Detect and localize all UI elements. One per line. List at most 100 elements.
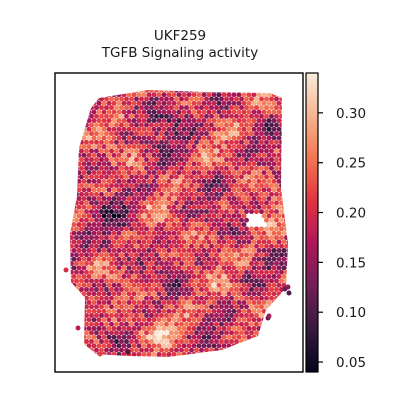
spot: [239, 148, 244, 154]
spot: [169, 356, 174, 357]
spot: [284, 209, 288, 215]
spot: [124, 113, 129, 119]
spot: [84, 304, 89, 310]
spot: [126, 343, 132, 349]
spot: [126, 109, 132, 115]
spot: [96, 204, 102, 210]
spot: [154, 278, 159, 284]
spot: [201, 135, 207, 141]
spot: [249, 157, 254, 163]
spot: [129, 217, 134, 223]
spot: [266, 291, 272, 297]
spot: [204, 261, 209, 266]
spot: [126, 317, 132, 323]
spot: [264, 339, 269, 344]
spot: [221, 230, 227, 236]
spot: [279, 90, 284, 93]
spot: [191, 230, 197, 236]
spot: [171, 178, 177, 184]
spot: [189, 261, 194, 266]
spot: [124, 304, 129, 310]
spot: [164, 304, 169, 310]
spot: [221, 343, 227, 349]
spot: [164, 339, 169, 344]
spot: [219, 339, 224, 344]
spot: [79, 243, 84, 249]
spot: [70, 161, 72, 167]
spot: [70, 287, 74, 292]
spot: [81, 135, 87, 141]
spot: [79, 356, 84, 357]
spot: [234, 183, 239, 189]
spot: [181, 291, 187, 297]
spot: [86, 109, 92, 115]
spot: [79, 191, 84, 197]
spot: [121, 92, 127, 98]
spot: [159, 330, 164, 336]
spot: [209, 174, 214, 180]
spot: [156, 135, 162, 141]
spot: [70, 226, 74, 232]
spot: [154, 217, 159, 223]
spot: [126, 170, 132, 176]
spot: [281, 239, 287, 245]
spot: [111, 109, 117, 115]
spot: [189, 113, 194, 119]
spot: [191, 196, 197, 202]
spot: [74, 96, 79, 102]
spot: [286, 187, 288, 193]
spot: [129, 243, 134, 249]
spot: [146, 213, 152, 219]
spot: [89, 295, 94, 301]
spot: [244, 131, 249, 137]
spot: [261, 300, 267, 305]
spot: [229, 217, 234, 223]
spot: [252, 84, 257, 89]
spot: [254, 252, 259, 258]
spot: [136, 256, 142, 262]
spot: [171, 248, 177, 253]
spot: [89, 183, 94, 189]
spot: [244, 313, 249, 318]
spot: [169, 131, 174, 137]
spot: [254, 191, 259, 197]
spot: [264, 269, 269, 275]
spot: [161, 300, 167, 305]
spot: [149, 243, 154, 249]
spot: [286, 230, 288, 236]
spot: [116, 213, 122, 219]
spot: [129, 122, 134, 128]
spot: [286, 222, 288, 228]
spot: [84, 183, 89, 189]
spot: [236, 352, 242, 357]
spot: [70, 131, 74, 137]
spot: [174, 321, 179, 327]
spot: [151, 274, 157, 279]
spot: [92, 84, 97, 89]
spot: [151, 352, 157, 357]
spot: [161, 248, 167, 253]
spot: [289, 330, 294, 335]
spot: [96, 343, 102, 349]
spot: [279, 269, 284, 275]
spot: [206, 222, 212, 228]
spot: [99, 90, 104, 93]
spot: [269, 252, 274, 258]
spot: [214, 113, 219, 119]
spot: [289, 244, 294, 249]
spot: [236, 109, 242, 115]
spot: [204, 174, 209, 180]
spot: [104, 339, 109, 344]
spot: [101, 109, 107, 115]
spot: [166, 118, 172, 124]
spot: [271, 265, 277, 271]
spot: [126, 196, 132, 202]
spot: [159, 139, 164, 145]
spot: [191, 92, 197, 98]
spot: [124, 235, 129, 241]
spot: [136, 230, 142, 236]
spot: [146, 274, 152, 279]
spot: [106, 144, 112, 150]
spot: [181, 118, 187, 124]
spot: [94, 295, 99, 301]
